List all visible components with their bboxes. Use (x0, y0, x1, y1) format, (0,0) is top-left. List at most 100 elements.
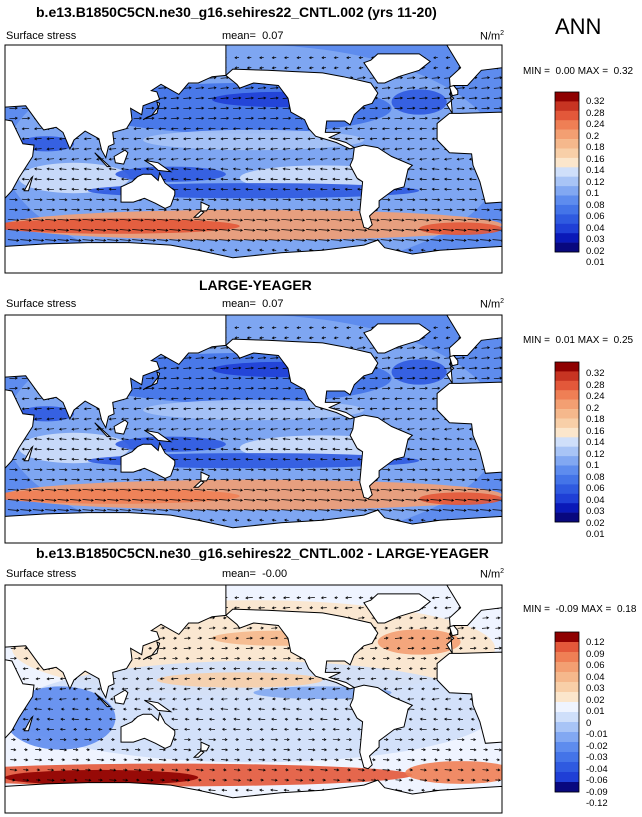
colorbar-swatch (555, 233, 579, 243)
land-south-america (349, 414, 414, 500)
colorbar-tick: 0.28 (586, 107, 605, 119)
colorbar-tick: 0.12 (586, 637, 605, 648)
panel-2-mean: mean= 0.07 (222, 298, 284, 310)
land-borneo (113, 689, 129, 705)
panel-1-title: b.e13.B1850C5CN.ne30_g16.sehires22_CNTL.… (36, 4, 437, 20)
field-region (391, 89, 447, 115)
field-region (5, 686, 116, 750)
land-new-zealand-s (192, 480, 205, 488)
colorbar-swatch (555, 101, 579, 112)
colorbar-tick: 0.24 (586, 391, 605, 402)
colorbar-tick: -0.12 (586, 798, 608, 809)
land-uk (448, 624, 459, 637)
colorbar-frame (554, 631, 580, 793)
land-new-guinea (144, 159, 173, 173)
colorbar-tick: 0.12 (586, 176, 605, 188)
continents (5, 585, 502, 813)
map-panel-1 (4, 44, 503, 274)
colorbar-swatch (555, 120, 579, 130)
colorbar-tick: 0.01 (586, 257, 605, 268)
land-australia (120, 711, 176, 749)
colorbar-swatch (555, 712, 579, 723)
colorbar-tick: 0.2 (586, 402, 600, 414)
colorbar-swatch (555, 782, 579, 793)
colorbar-tick: 0.28 (586, 379, 605, 391)
colorbar-swatch (555, 110, 579, 121)
colorbar-tick: 0 (586, 717, 592, 729)
colorbar-swatch (555, 195, 579, 206)
land-antarctica (5, 509, 502, 543)
colorbar-tick: 0.32 (586, 96, 605, 107)
colorbar-swatch (555, 186, 579, 196)
land-sumatra (94, 692, 112, 708)
colorbar-tick: 0.02 (586, 517, 605, 529)
colorbar-tick: 0.02 (586, 245, 605, 257)
colorbar-tick: 0.01 (586, 529, 605, 540)
field-region (143, 129, 364, 151)
colorbar-swatch (555, 652, 579, 663)
land-eurasia-w (446, 315, 502, 384)
land-africa-w (436, 111, 502, 204)
colorbar-tick: 0.2 (586, 130, 600, 142)
colorbar-tick: -0.02 (586, 740, 608, 752)
colorbar-swatch (555, 139, 579, 149)
panel-1-min-value: 0.00 (555, 66, 575, 77)
colorbar-swatch (555, 399, 579, 410)
land-borneo (113, 419, 129, 435)
colorbar-swatch (555, 362, 579, 372)
colorbar-swatch (555, 474, 579, 485)
colorbar-swatch (555, 632, 579, 643)
land-south-america (349, 684, 414, 770)
colorbar-swatch (555, 762, 579, 773)
land-japan (142, 371, 161, 391)
colorbar-tick: 0.1 (586, 188, 600, 199)
colorbar-tick: 0.18 (586, 142, 605, 153)
land-madagascar (23, 445, 34, 462)
colorbar-tick: 0.32 (586, 368, 605, 379)
colorbar-tick: 0.08 (586, 199, 605, 211)
colorbar-frame (554, 361, 580, 523)
land-eurasia-w (446, 585, 502, 654)
land-africa-w (436, 651, 502, 744)
panel-3-mean: mean= -0.00 (222, 568, 288, 580)
field-region (391, 359, 447, 385)
colorbar-swatch (555, 148, 579, 159)
land-uk (448, 354, 459, 367)
colorbar-swatch (555, 672, 579, 683)
colorbar-swatch (555, 702, 579, 713)
panel-1-mean: mean= 0.07 (222, 30, 284, 42)
land-eurasia (5, 45, 227, 160)
field-region (18, 162, 130, 194)
land-sumatra (94, 422, 112, 438)
colorbar-swatch (555, 214, 579, 225)
colorbar-swatch (555, 512, 579, 523)
panel-3-variable: Surface stress (6, 568, 77, 580)
panel-1-units: N/m2 (480, 30, 505, 43)
map-panel-2 (4, 314, 503, 544)
colorbar-tick: 0.04 (586, 494, 605, 506)
colorbar-swatch (555, 682, 579, 693)
colorbar-swatch (555, 176, 579, 187)
land-greenland (363, 53, 432, 84)
land-antarctica (5, 779, 502, 813)
colorbar-swatch (555, 371, 579, 382)
land-new-zealand (200, 471, 210, 482)
panel-1-variable: Surface stress (6, 30, 77, 42)
season-label: ANN (555, 14, 602, 39)
land-greenland (363, 593, 432, 624)
land-new-guinea (144, 429, 173, 443)
land-north-america (225, 338, 379, 420)
land-japan (142, 641, 161, 661)
panel-3-title: b.e13.B1850C5CN.ne30_g16.sehires22_CNTL.… (36, 545, 489, 561)
colorbar-swatch (555, 129, 579, 140)
colorbar-tick: 0.06 (586, 211, 605, 222)
colorbar-swatch (555, 223, 579, 234)
panel-2-title: LARGE-YEAGER (199, 277, 312, 293)
colorbar-tick: -0.04 (586, 763, 608, 775)
colorbar-swatch (555, 92, 579, 102)
field-region (405, 761, 502, 784)
colorbar-tick: 0.14 (586, 165, 605, 176)
panel-2-minmax: MIN = 0.01 MAX = 0.25 (523, 335, 634, 346)
panel-2-variable: Surface stress (6, 298, 77, 310)
colorbar-swatch (555, 732, 579, 743)
